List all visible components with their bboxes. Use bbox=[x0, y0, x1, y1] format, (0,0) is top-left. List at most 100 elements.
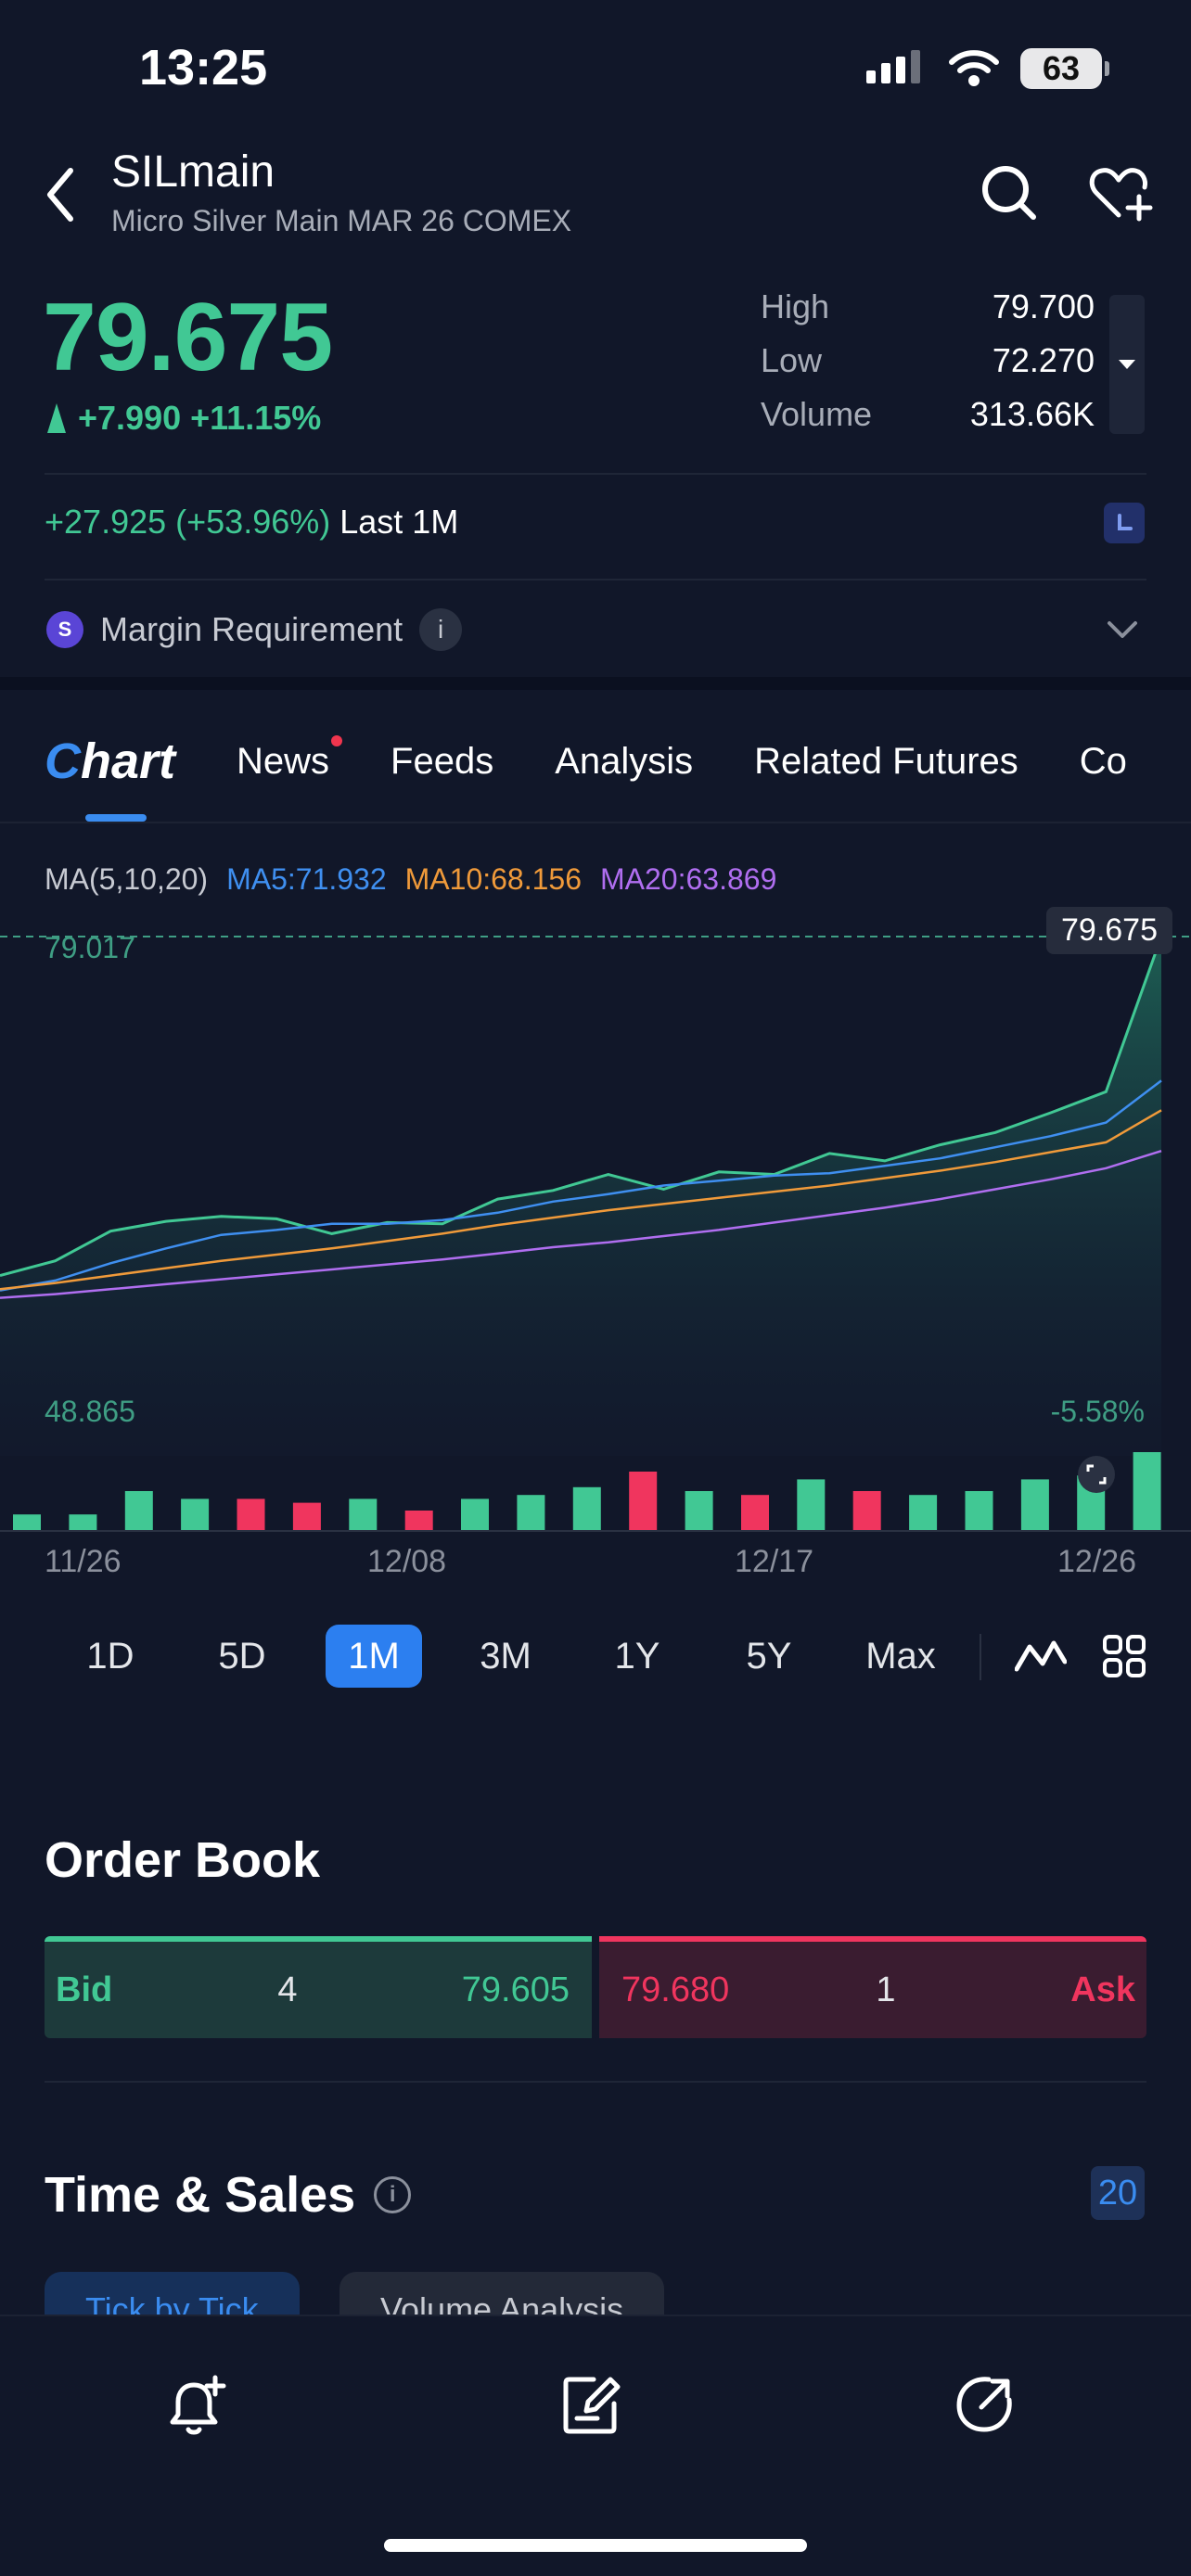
chart-type-icon[interactable] bbox=[1015, 1634, 1067, 1678]
volume-bar bbox=[181, 1498, 210, 1530]
info-icon[interactable]: i bbox=[374, 2176, 412, 2213]
volume-bar bbox=[349, 1498, 378, 1530]
period-change: +27.925 (+53.96%) bbox=[45, 503, 331, 541]
period-l-badge[interactable] bbox=[1104, 503, 1145, 543]
home-indicator bbox=[384, 2539, 807, 2552]
ma20-value: MA20:63.869 bbox=[600, 862, 777, 896]
volume-bar bbox=[404, 1511, 433, 1530]
battery-indicator: 63 bbox=[1020, 48, 1109, 89]
series-line-3 bbox=[0, 1150, 1162, 1299]
range-1y[interactable]: 1Y bbox=[614, 1636, 660, 1677]
tab-co[interactable]: Co bbox=[1079, 740, 1127, 782]
range-5y[interactable]: 5Y bbox=[746, 1636, 792, 1677]
volume-bar bbox=[852, 1491, 881, 1530]
l-shape-icon bbox=[1118, 514, 1133, 530]
status-icons: 63 bbox=[866, 48, 1109, 89]
bid-label: Bid bbox=[56, 1970, 113, 2009]
range-1m[interactable]: 1M bbox=[326, 1625, 422, 1688]
margin-label: Margin Requirement bbox=[100, 610, 403, 648]
volume-bar bbox=[69, 1514, 97, 1530]
volume-bar bbox=[629, 1472, 658, 1530]
expand-icon bbox=[1086, 1464, 1107, 1485]
ask-label: Ask bbox=[1070, 1970, 1135, 2009]
tab-chart[interactable]: Chart bbox=[45, 733, 175, 790]
stat-value: 79.700 bbox=[992, 287, 1095, 325]
range-selector: 1D 5D 1M 3M 1Y 5Y Max bbox=[45, 1625, 967, 1688]
chevron-down-icon[interactable] bbox=[1106, 619, 1139, 640]
volume-bar bbox=[741, 1495, 769, 1530]
back-arrow-icon[interactable] bbox=[43, 165, 80, 224]
range-max[interactable]: Max bbox=[865, 1636, 936, 1677]
divider bbox=[45, 473, 1146, 475]
margin-badge-icon: S bbox=[46, 611, 83, 648]
stats-expand-toggle[interactable] bbox=[1109, 295, 1145, 434]
order-book-bid: Bid 4 79.605 bbox=[45, 1936, 592, 2038]
fullscreen-icon[interactable] bbox=[1078, 1456, 1115, 1493]
share-icon[interactable] bbox=[954, 2374, 1015, 2435]
tab-news[interactable]: News bbox=[237, 734, 343, 783]
tab-analysis[interactable]: Analysis bbox=[555, 740, 694, 782]
last-price-badge: 79.675 bbox=[1046, 907, 1172, 954]
ma5-value: MA5:71.932 bbox=[226, 862, 387, 896]
chart-low-label: 48.865 bbox=[45, 1395, 135, 1428]
edit-note-icon[interactable] bbox=[560, 2374, 623, 2437]
range-5d[interactable]: 5D bbox=[218, 1636, 266, 1677]
stat-label: High bbox=[761, 287, 830, 325]
x-label: 11/26 bbox=[45, 1544, 122, 1579]
tab-chart-c: C bbox=[45, 733, 81, 789]
series-line-2 bbox=[0, 1109, 1162, 1291]
caret-down-icon bbox=[1119, 360, 1135, 369]
volume-bar bbox=[124, 1491, 153, 1530]
order-book-bar[interactable]: Bid 4 79.605 79.680 1 Ask bbox=[45, 1936, 1146, 2038]
volume-bar bbox=[797, 1479, 826, 1530]
cellular-signal-icon bbox=[866, 50, 920, 83]
active-tab-indicator bbox=[85, 814, 147, 822]
volume-bar bbox=[237, 1498, 265, 1530]
symbol-subtitle: Micro Silver Main MAR 26 COMEX bbox=[111, 204, 572, 237]
ask-qty: 1 bbox=[876, 1970, 896, 2009]
price-change-text: +7.990 +11.15% bbox=[78, 399, 322, 437]
search-icon[interactable] bbox=[980, 163, 1039, 223]
stat-high: High 79.700 bbox=[761, 287, 1095, 341]
tab-related-futures[interactable]: Related Futures bbox=[754, 740, 1018, 782]
x-label: 12/08 bbox=[367, 1544, 447, 1579]
range-1d[interactable]: 1D bbox=[86, 1636, 134, 1677]
ma-legend[interactable]: MA(5,10,20) MA5:71.932 MA10:68.156 MA20:… bbox=[45, 862, 776, 897]
tabs-divider bbox=[0, 822, 1191, 823]
info-icon[interactable]: i bbox=[419, 608, 463, 651]
series-line-0 bbox=[0, 936, 1163, 1278]
volume-bar bbox=[13, 1514, 41, 1530]
bid-qty: 4 bbox=[277, 1970, 298, 2009]
time-sales-title: Time & Sales i bbox=[45, 2166, 412, 2224]
divider bbox=[45, 579, 1146, 580]
grid-layout-icon[interactable] bbox=[1102, 1634, 1146, 1678]
tab-news-label: News bbox=[237, 740, 330, 782]
add-watchlist-heart-icon[interactable] bbox=[1087, 163, 1154, 223]
divider bbox=[45, 2081, 1146, 2083]
chart-pct-label: -5.58% bbox=[1050, 1395, 1145, 1428]
ma-label: MA(5,10,20) bbox=[45, 862, 209, 896]
tab-feeds[interactable]: Feeds bbox=[391, 740, 494, 782]
margin-requirement-row[interactable]: S Margin Requirement i bbox=[46, 608, 463, 651]
chart-high-label: 79.017 bbox=[45, 931, 135, 964]
ask-price: 79.680 bbox=[621, 1970, 730, 2009]
wifi-icon bbox=[949, 50, 999, 86]
section-separator bbox=[0, 677, 1191, 690]
status-time: 13:25 bbox=[139, 40, 268, 96]
volume-bar bbox=[685, 1491, 713, 1530]
bottom-toolbar bbox=[0, 2315, 1191, 2576]
range-3m[interactable]: 3M bbox=[480, 1636, 531, 1677]
x-label: 12/26 bbox=[1057, 1544, 1137, 1579]
x-label: 12/17 bbox=[735, 1544, 814, 1579]
volume-bar bbox=[965, 1491, 993, 1530]
period-performance: +27.925 (+53.96%) Last 1M bbox=[45, 503, 458, 542]
time-sales-count-badge[interactable]: 20 bbox=[1091, 2166, 1145, 2220]
series-line-1 bbox=[0, 1079, 1162, 1292]
alert-bell-add-icon[interactable] bbox=[163, 2374, 228, 2439]
stat-label: Low bbox=[761, 341, 823, 379]
volume-bar bbox=[1133, 1452, 1161, 1530]
price-chart[interactable] bbox=[0, 899, 1191, 1539]
symbol-title: SILmain bbox=[111, 147, 275, 197]
stat-value: 72.270 bbox=[992, 341, 1095, 379]
stat-value: 313.66K bbox=[969, 395, 1095, 433]
